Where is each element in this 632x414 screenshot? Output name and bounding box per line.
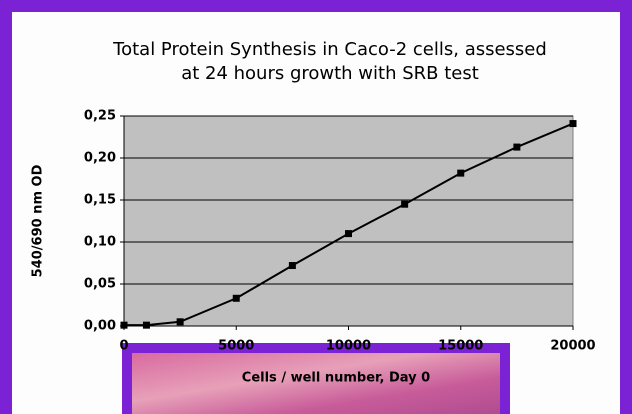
x-tick-label: 10000 [326, 339, 371, 354]
plot-area [124, 116, 573, 326]
data-point [233, 295, 240, 302]
data-point [345, 230, 352, 237]
y-axis-label: 540/690 nm OD [31, 164, 46, 277]
y-tick-label: 0,00 [84, 319, 116, 334]
y-tick-label: 0,15 [84, 193, 116, 208]
x-tick-label: 15000 [438, 339, 483, 354]
x-tick-label: 20000 [550, 339, 595, 354]
x-tick-label: 5000 [218, 339, 254, 354]
chart-title: Total Protein Synthesis in Caco-2 cells,… [112, 39, 547, 60]
data-point [177, 318, 184, 325]
data-point [570, 120, 577, 127]
chart-title: at 24 hours growth with SRB test [181, 63, 479, 84]
x-axis-label: Cells / well number, Day 0 [242, 371, 430, 386]
data-point [121, 322, 128, 329]
y-tick-label: 0,25 [84, 109, 116, 124]
data-point [513, 144, 520, 151]
chart: Total Protein Synthesis in Caco-2 cells,… [0, 0, 632, 414]
data-point [401, 201, 408, 208]
data-point [457, 170, 464, 177]
x-tick-label: 0 [119, 339, 128, 354]
y-tick-label: 0,05 [84, 277, 116, 292]
y-tick-label: 0,20 [84, 151, 116, 166]
data-point [143, 322, 150, 329]
data-point [289, 262, 296, 269]
y-tick-label: 0,10 [84, 235, 116, 250]
